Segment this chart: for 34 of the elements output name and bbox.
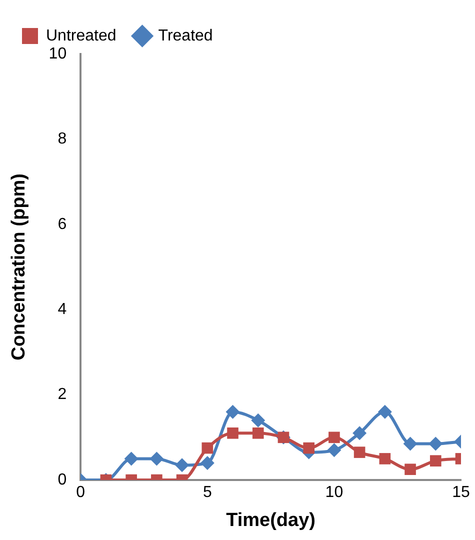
y-tick-label: 8 [58, 130, 67, 148]
point [252, 427, 264, 439]
point [328, 432, 340, 444]
point [124, 452, 138, 466]
y-tick-label: 0 [58, 471, 67, 488]
point [430, 455, 442, 466]
y-tick-label: 10 [48, 45, 67, 62]
point [379, 453, 391, 464]
legend-label: Untreated [46, 27, 116, 44]
point [175, 458, 190, 472]
x-tick-label: 10 [325, 484, 344, 502]
x-tick-label: 5 [202, 484, 212, 502]
y-tick-label: 4 [58, 301, 67, 318]
point [378, 404, 392, 419]
legend-label: Treated [158, 27, 213, 44]
point [428, 436, 443, 451]
y-tick-label: 6 [58, 216, 67, 233]
point [226, 404, 240, 419]
point [303, 442, 314, 454]
point [251, 413, 266, 428]
point [150, 452, 164, 466]
point [227, 427, 238, 439]
x-axis-title: Time(day) [226, 510, 316, 531]
point [327, 443, 342, 458]
point [403, 436, 418, 451]
point [352, 426, 367, 440]
point [354, 446, 366, 458]
point [200, 456, 214, 470]
x-tick-label: 0 [76, 484, 86, 502]
x-tick-label: 15 [452, 484, 470, 502]
y-tick-label: 2 [58, 386, 67, 404]
point [404, 464, 416, 476]
y-axis-title: Concentration (ppm) [8, 174, 30, 360]
point [202, 442, 214, 454]
